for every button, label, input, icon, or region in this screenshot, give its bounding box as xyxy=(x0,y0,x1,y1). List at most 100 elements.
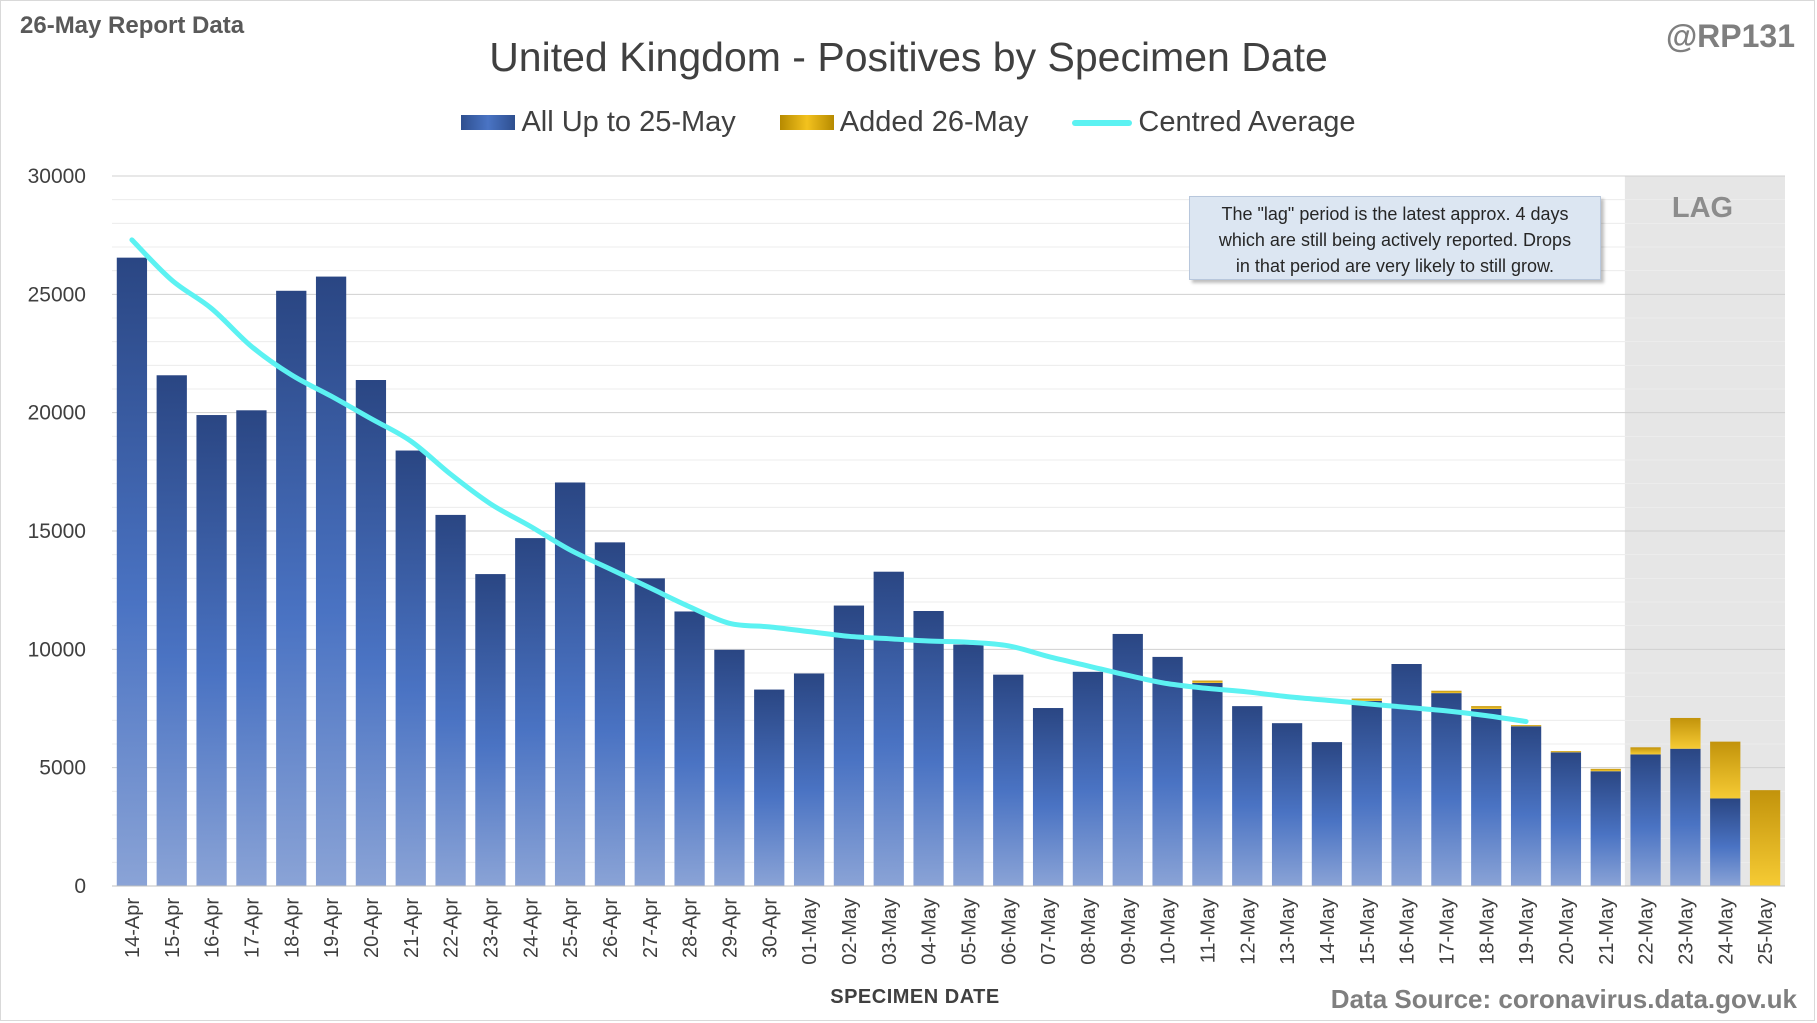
grid-lines xyxy=(112,175,1785,887)
x-tick-label: 24-May xyxy=(1715,898,1737,965)
y-tick-label: 10000 xyxy=(28,638,86,661)
bar-base-18-May xyxy=(1471,708,1502,886)
bar-base-05-May xyxy=(953,644,984,886)
legend-label-added: Added 26-May xyxy=(839,106,1029,138)
bar-added-11-May xyxy=(1192,680,1223,683)
y-tick-label: 0 xyxy=(74,875,86,898)
y-tick-label: 5000 xyxy=(39,757,86,780)
data-source: Data Source: coronavirus.data.gov.uk xyxy=(1330,984,1797,1014)
bar-base-24-Apr xyxy=(515,538,546,886)
x-tick-label: 28-Apr xyxy=(680,898,702,958)
x-tick-label: 20-May xyxy=(1556,898,1578,965)
chart-title: United Kingdom - Positives by Specimen D… xyxy=(489,34,1328,80)
x-tick-label: 17-May xyxy=(1436,898,1458,965)
y-tick-label: 25000 xyxy=(28,283,86,306)
x-tick-label: 18-Apr xyxy=(281,898,303,958)
y-tick-label: 15000 xyxy=(28,520,86,543)
lag-note-line-3: in that period are very likely to still … xyxy=(1235,256,1555,276)
bar-added-18-May xyxy=(1471,706,1502,709)
x-tick-label: 16-Apr xyxy=(202,898,224,958)
legend-item-base: All Up to 25-May xyxy=(461,106,736,139)
x-tick-label: 15-Apr xyxy=(162,898,184,958)
x-tick-label: 30-Apr xyxy=(759,898,781,958)
bar-base-17-May xyxy=(1431,693,1462,886)
y-tick-label: 30000 xyxy=(28,165,86,188)
bar-base-23-Apr xyxy=(475,574,506,886)
centred-average-line xyxy=(129,237,1529,725)
x-tick-label: 24-Apr xyxy=(520,898,542,958)
x-tick-label: 20-Apr xyxy=(361,898,383,958)
x-tick-label: 29-Apr xyxy=(719,898,741,958)
bar-base-06-May xyxy=(993,674,1024,886)
bar-base-26-Apr xyxy=(594,542,626,886)
chart-legend: All Up to 25-May Added 26-May Centred Av… xyxy=(0,106,1817,139)
bar-base-30-Apr xyxy=(754,689,785,886)
legend-item-average: Centred Average xyxy=(1072,106,1356,139)
bar-added-22-May xyxy=(1630,747,1661,755)
bar-base-08-May xyxy=(1072,671,1104,886)
x-tick-label: 10-May xyxy=(1158,898,1180,965)
bar-base-12-May xyxy=(1232,706,1263,886)
x-tick-label: 16-May xyxy=(1397,898,1419,965)
x-tick-label: 25-Apr xyxy=(560,898,582,958)
bar-base-29-Apr xyxy=(714,649,745,886)
x-tick-label: 06-May xyxy=(998,898,1020,965)
x-tick-label: 17-Apr xyxy=(241,898,263,958)
x-tick-label: 15-May xyxy=(1357,898,1379,965)
lag-note-box: The "lag" period is the latest approx. 4… xyxy=(1189,196,1601,280)
bar-base-14-Apr xyxy=(116,257,148,886)
bar-base-20-May xyxy=(1550,752,1582,886)
lag-note-line-2: which are still being actively reported.… xyxy=(1218,230,1572,250)
x-tick-label: 11-May xyxy=(1197,898,1219,963)
report-label: 26-May Report Data xyxy=(20,12,245,39)
bar-base-02-May xyxy=(833,605,865,886)
x-tick-label: 23-Apr xyxy=(480,898,502,958)
x-tick-label: 25-May xyxy=(1755,898,1777,965)
bar-base-18-Apr xyxy=(276,290,307,886)
x-tick-label: 12-May xyxy=(1237,898,1259,965)
bar-base-28-Apr xyxy=(674,611,705,886)
legend-item-added: Added 26-May xyxy=(779,106,1029,139)
bar-base-22-May xyxy=(1630,754,1661,886)
y-axis-tick-labels: 0 5000 10000 15000 20000 25000 30000 xyxy=(28,165,86,898)
x-tick-label: 13-May xyxy=(1277,898,1299,965)
x-axis-tick-labels: 14-Apr 15-Apr 16-Apr 17-Apr 18-Apr 19-Apr 20-A… xyxy=(122,898,1777,965)
bar-base-27-Apr xyxy=(634,578,665,886)
x-tick-label: 26-Apr xyxy=(600,898,622,958)
x-tick-label: 09-May xyxy=(1118,898,1140,965)
bar-base-19-Apr xyxy=(315,276,347,886)
bar-base-07-May xyxy=(1032,708,1064,886)
x-tick-label: 04-May xyxy=(919,898,941,965)
bar-base-11-May xyxy=(1192,682,1223,886)
bar-added-17-May xyxy=(1431,690,1462,694)
bar-base-04-May xyxy=(913,610,944,886)
bar-base-16-Apr xyxy=(196,415,227,886)
x-tick-label: 22-Apr xyxy=(441,898,463,958)
bar-added-24-May xyxy=(1710,741,1741,799)
x-tick-label: 18-May xyxy=(1476,898,1498,965)
x-tick-label: 08-May xyxy=(1078,898,1100,965)
bar-base-15-Apr xyxy=(156,375,187,886)
bar-base-24-May xyxy=(1710,798,1741,886)
legend-swatch-added xyxy=(779,115,834,130)
x-axis-title: SPECIMEN DATE xyxy=(830,986,1000,1008)
bar-added-25-May xyxy=(1749,790,1781,886)
x-tick-label: 05-May xyxy=(958,898,980,965)
x-tick-label: 23-May xyxy=(1675,898,1697,965)
legend-swatch-average xyxy=(1072,119,1133,126)
x-tick-label: 14-May xyxy=(1317,898,1339,965)
bar-base-17-Apr xyxy=(236,410,267,886)
bars xyxy=(112,257,1785,887)
x-tick-label: 27-Apr xyxy=(640,898,662,958)
lag-note-line-1: The "lag" period is the latest approx. 4… xyxy=(1221,204,1569,224)
x-tick-label: 03-May xyxy=(879,898,901,965)
bar-added-21-May xyxy=(1590,768,1621,772)
x-tick-label: 22-May xyxy=(1636,898,1658,965)
bar-base-14-May xyxy=(1311,742,1343,886)
y-tick-label: 20000 xyxy=(28,402,86,425)
x-tick-label: 19-May xyxy=(1516,898,1538,965)
x-tick-label: 07-May xyxy=(1038,898,1060,965)
bar-base-01-May xyxy=(793,673,825,886)
